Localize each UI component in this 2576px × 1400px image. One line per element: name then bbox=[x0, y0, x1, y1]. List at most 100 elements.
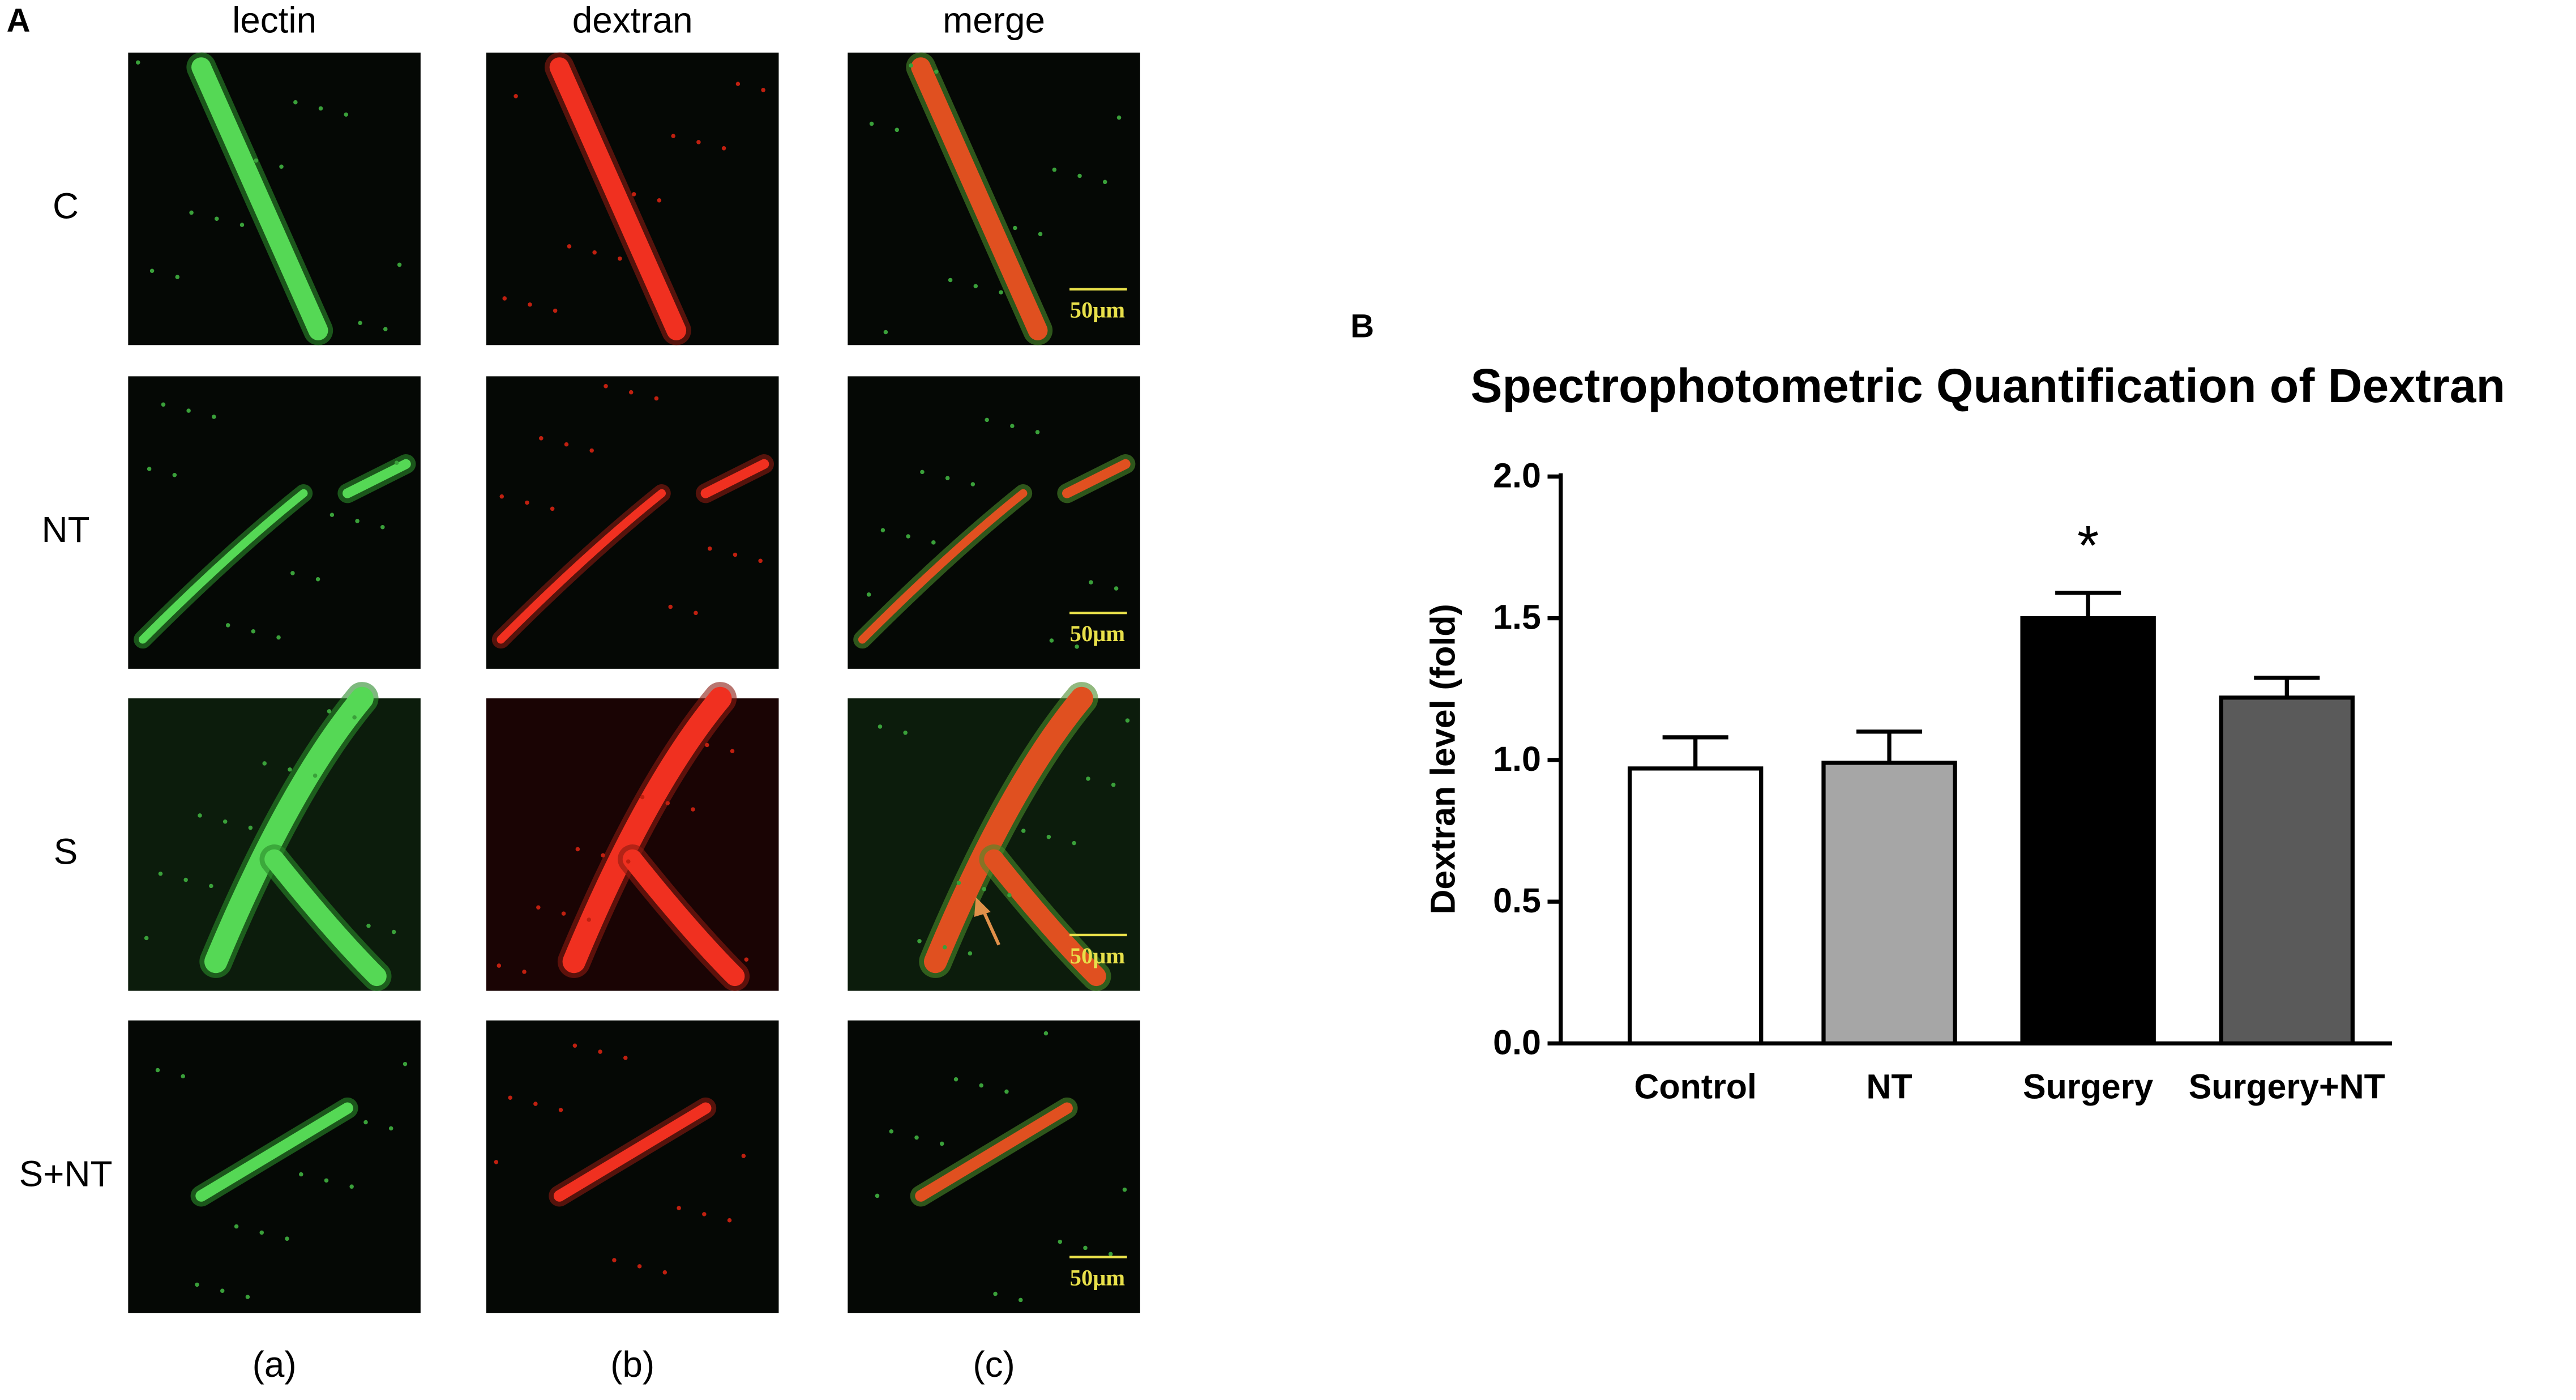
speck bbox=[694, 611, 698, 616]
speck bbox=[525, 500, 529, 505]
speck bbox=[195, 1282, 199, 1287]
speck bbox=[601, 853, 605, 858]
speck bbox=[917, 939, 922, 944]
speck bbox=[181, 1074, 185, 1079]
vessel bbox=[343, 459, 411, 498]
row-label: NT bbox=[42, 509, 90, 550]
vessel bbox=[911, 57, 1048, 340]
speck bbox=[259, 1230, 264, 1235]
arrow-head bbox=[974, 897, 991, 917]
speck bbox=[183, 877, 188, 882]
speck bbox=[628, 390, 634, 395]
speck bbox=[1072, 840, 1076, 846]
speck bbox=[1075, 644, 1079, 649]
speck bbox=[215, 216, 219, 221]
speck bbox=[290, 571, 295, 575]
speck bbox=[522, 970, 527, 974]
annotation: * bbox=[2077, 514, 2099, 577]
speck bbox=[561, 911, 566, 916]
speck bbox=[558, 1108, 563, 1112]
column-header: dextran bbox=[572, 0, 693, 40]
speck bbox=[186, 408, 191, 413]
speck bbox=[735, 82, 741, 86]
speck bbox=[707, 546, 712, 551]
vessel bbox=[1062, 459, 1131, 498]
speck bbox=[654, 396, 659, 401]
speck bbox=[391, 929, 396, 934]
speck bbox=[934, 69, 939, 74]
speck bbox=[327, 709, 332, 714]
vessel bbox=[191, 57, 328, 340]
speck bbox=[539, 436, 544, 441]
speck bbox=[349, 1184, 354, 1189]
speck bbox=[254, 158, 259, 163]
speck bbox=[135, 60, 140, 65]
speck bbox=[589, 448, 594, 453]
speck bbox=[592, 250, 597, 255]
panel-label: B bbox=[1350, 308, 1374, 345]
speck bbox=[631, 192, 636, 197]
vessel bbox=[553, 1102, 712, 1202]
vessel bbox=[264, 849, 387, 987]
speck bbox=[299, 1172, 303, 1177]
speck bbox=[1021, 829, 1026, 833]
speck bbox=[358, 321, 362, 326]
vessel bbox=[549, 57, 687, 340]
speck bbox=[355, 519, 360, 523]
speck bbox=[315, 577, 320, 582]
speck bbox=[691, 807, 695, 812]
scale-bar-label: 50μm bbox=[1070, 297, 1126, 323]
speck bbox=[1007, 893, 1012, 898]
speck bbox=[1077, 173, 1082, 178]
speck bbox=[279, 164, 284, 169]
speck bbox=[727, 1218, 732, 1223]
speck bbox=[564, 442, 569, 447]
speck bbox=[1086, 776, 1090, 781]
speck bbox=[1089, 580, 1093, 584]
speck bbox=[220, 1288, 225, 1293]
speck bbox=[245, 1295, 250, 1299]
speck bbox=[883, 330, 888, 335]
speck bbox=[880, 528, 885, 532]
speck bbox=[550, 506, 555, 511]
speck bbox=[730, 749, 735, 754]
speck bbox=[499, 494, 504, 499]
speck bbox=[662, 1270, 667, 1275]
speck bbox=[1035, 430, 1040, 434]
speck bbox=[1125, 718, 1130, 723]
chart-title: Spectrophotometric Quantification of Dex… bbox=[1470, 359, 2505, 412]
speck bbox=[528, 302, 532, 307]
speck bbox=[866, 592, 871, 597]
speck bbox=[598, 1049, 602, 1054]
row-label: C bbox=[53, 185, 79, 226]
speck bbox=[494, 1160, 499, 1164]
speck bbox=[1114, 586, 1119, 591]
y-tick-label: 2.0 bbox=[1493, 456, 1541, 494]
speck bbox=[982, 887, 986, 891]
speck bbox=[388, 1126, 393, 1131]
speck bbox=[344, 112, 349, 117]
speck bbox=[993, 1291, 998, 1296]
vessel bbox=[204, 686, 374, 974]
speck bbox=[733, 552, 738, 557]
bar bbox=[1627, 766, 1764, 1046]
speck bbox=[889, 1129, 894, 1134]
speck bbox=[276, 635, 281, 640]
speck bbox=[147, 467, 152, 471]
scale-bar-label: 50μm bbox=[1070, 943, 1126, 968]
y-tick-label: 1.5 bbox=[1493, 598, 1541, 637]
vessel bbox=[562, 686, 732, 974]
speck bbox=[209, 883, 213, 889]
speck bbox=[948, 278, 953, 283]
speck bbox=[397, 262, 402, 267]
vessel bbox=[195, 1102, 353, 1202]
speck bbox=[225, 623, 230, 628]
speck bbox=[1043, 1031, 1049, 1036]
speck bbox=[567, 244, 572, 249]
y-tick-label: 1.0 bbox=[1493, 740, 1541, 778]
speck bbox=[968, 951, 973, 956]
speck bbox=[696, 140, 701, 144]
speck bbox=[514, 94, 518, 99]
speck bbox=[572, 1043, 577, 1048]
